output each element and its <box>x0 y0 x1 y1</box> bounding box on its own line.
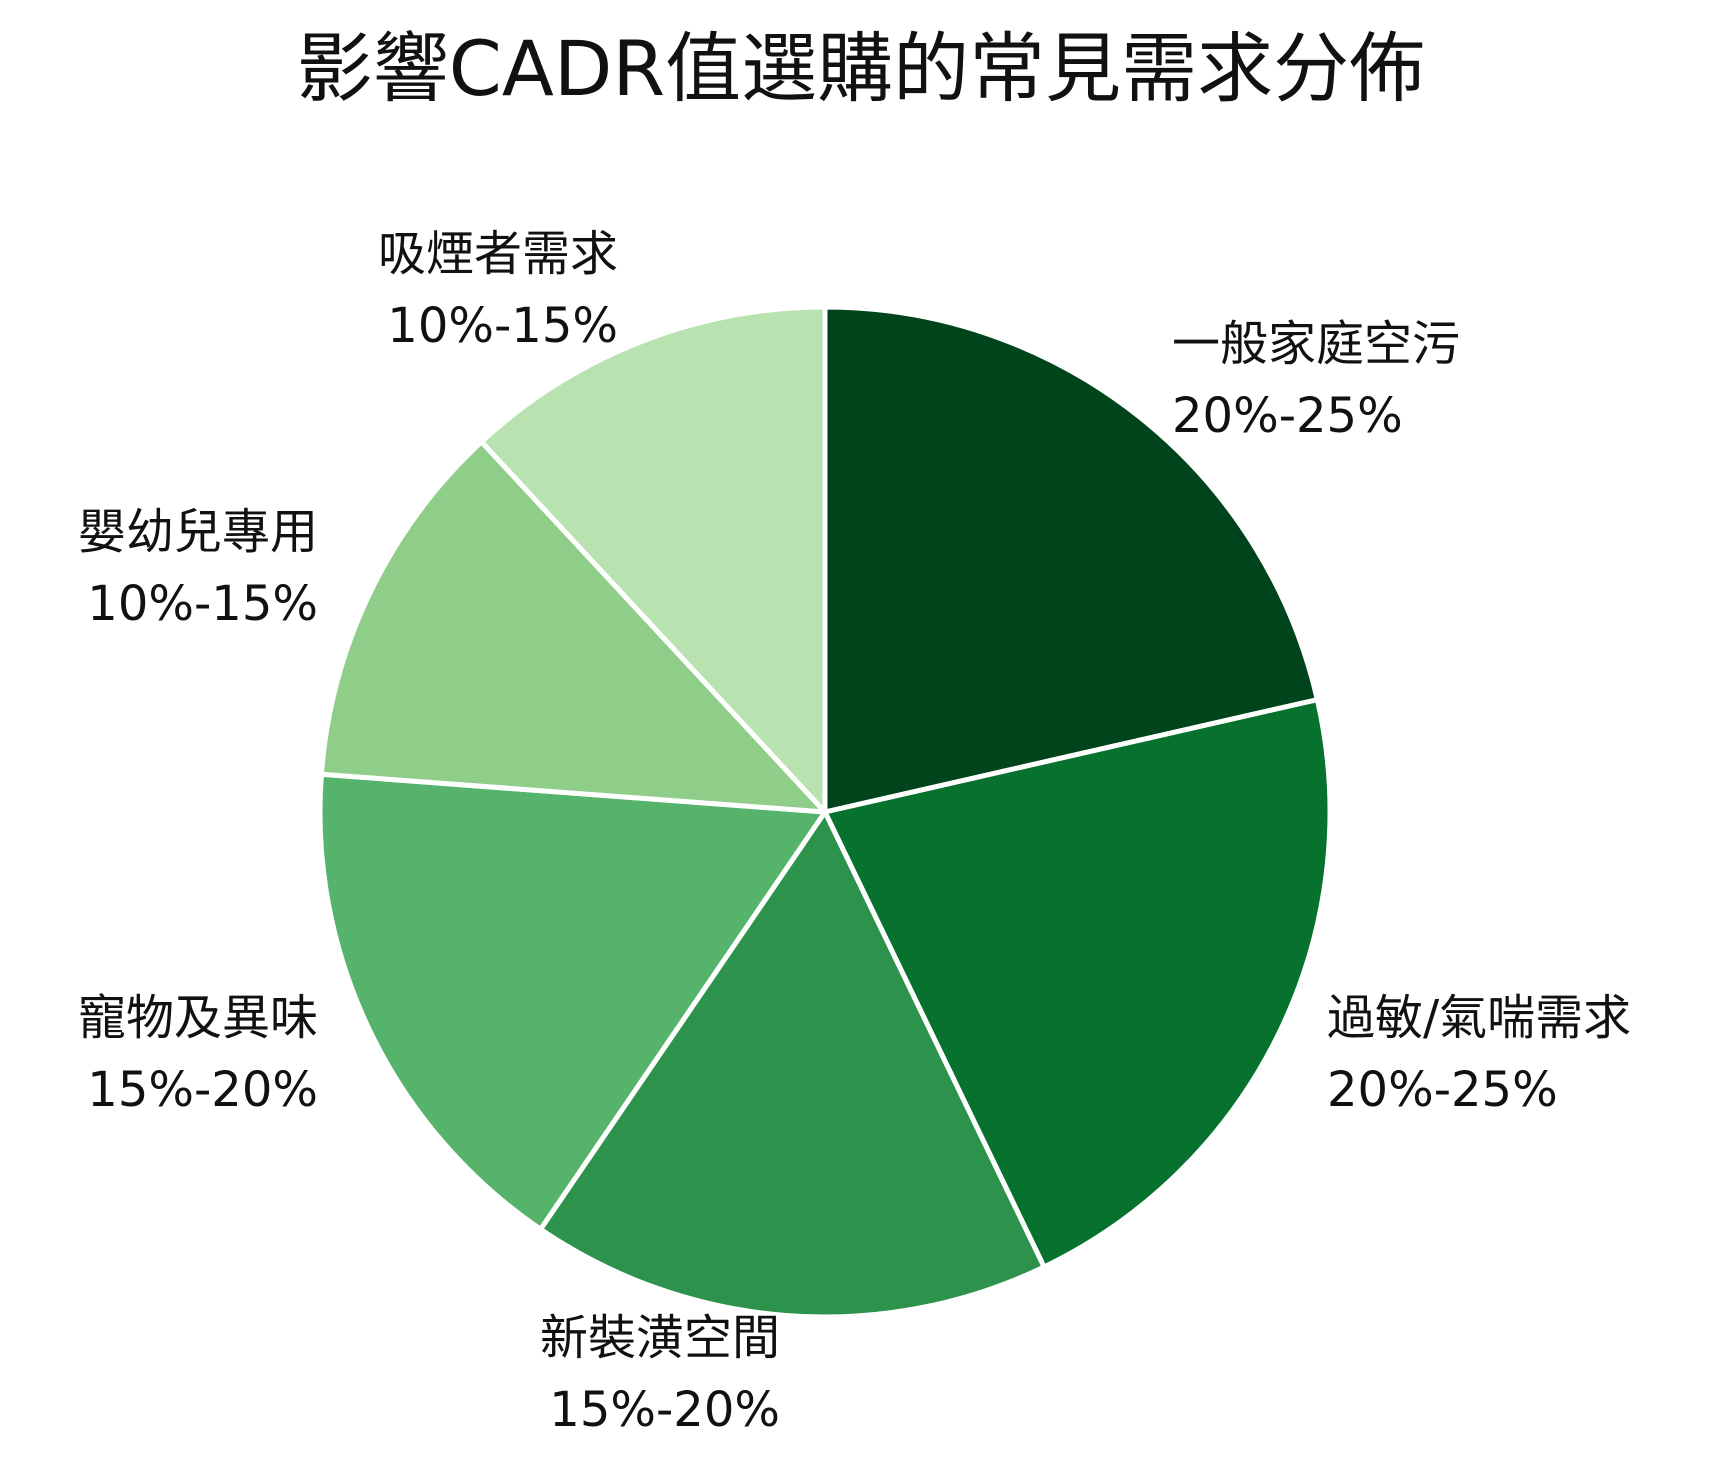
pie-labels: 一般家庭空污 20%-25% 過敏/氣喘需求 20%-25% 新裝潢空間 15%-20% 寵… <box>78 226 1631 1438</box>
slice-range-0: 20%-25% <box>1172 388 1403 444</box>
slice-range-3: 15%-20% <box>87 1062 318 1118</box>
pie-slices <box>317 304 1333 1320</box>
slice-range-5: 10%-15% <box>387 298 618 354</box>
slice-label-3: 寵物及異味 <box>78 990 318 1046</box>
slice-range-4: 10%-15% <box>87 576 318 632</box>
slice-label-0: 一般家庭空污 <box>1172 316 1460 372</box>
slice-label-4: 嬰幼兒專用 <box>78 504 318 560</box>
pie-slice-3 <box>317 771 828 1232</box>
slice-label-1: 過敏/氣喘需求 <box>1327 990 1631 1046</box>
pie-slice-4 <box>318 439 828 815</box>
slice-range-1: 20%-25% <box>1327 1062 1558 1118</box>
slice-label-2: 新裝潢空間 <box>540 1310 780 1366</box>
pie-slice-0 <box>822 304 1320 815</box>
pie-slice-2 <box>538 809 1047 1320</box>
slice-range-2: 15%-20% <box>549 1382 780 1438</box>
slice-label-5: 吸煙者需求 <box>378 226 618 282</box>
chart-title: 影響CADR值選購的常見需求分佈 <box>297 24 1425 113</box>
pie-slice-5 <box>479 304 828 815</box>
pie-slice-1 <box>822 697 1333 1270</box>
